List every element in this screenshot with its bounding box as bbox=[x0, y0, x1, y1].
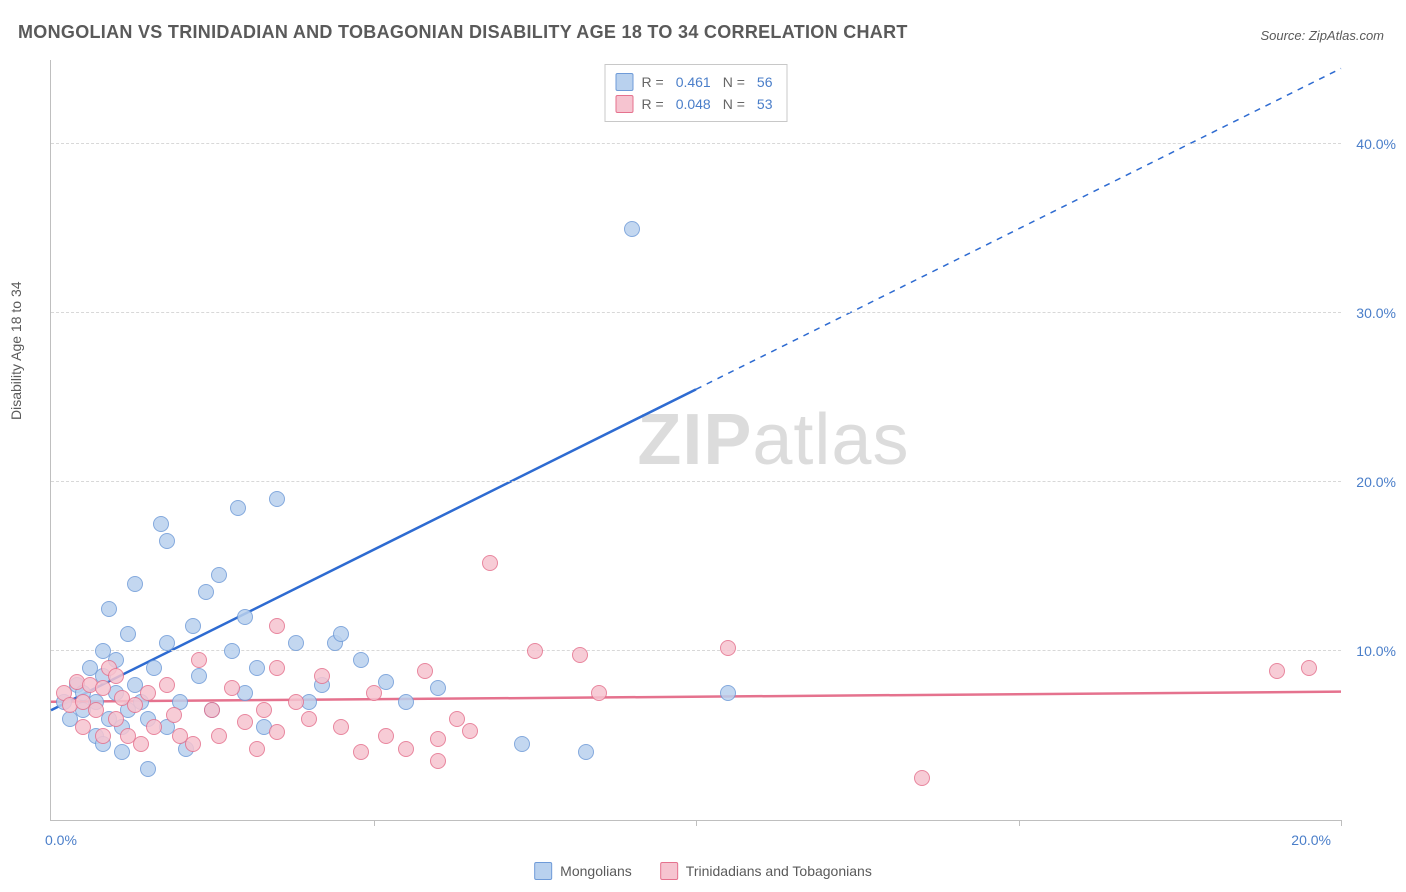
scatter-point bbox=[95, 680, 111, 696]
scatter-point bbox=[237, 609, 253, 625]
scatter-point bbox=[353, 652, 369, 668]
scatter-point bbox=[133, 736, 149, 752]
scatter-point bbox=[333, 626, 349, 642]
scatter-point bbox=[256, 702, 272, 718]
x-tick bbox=[374, 820, 375, 826]
scatter-point bbox=[185, 736, 201, 752]
scatter-point bbox=[314, 668, 330, 684]
gridline bbox=[51, 143, 1341, 144]
scatter-point bbox=[140, 685, 156, 701]
scatter-point bbox=[146, 719, 162, 735]
scatter-point bbox=[572, 647, 588, 663]
series-swatch-icon bbox=[660, 862, 678, 880]
scatter-point bbox=[288, 635, 304, 651]
scatter-point bbox=[191, 652, 207, 668]
y-tick-label: 20.0% bbox=[1356, 474, 1396, 490]
x-axis-max-label: 20.0% bbox=[1291, 832, 1331, 848]
x-axis-min-label: 0.0% bbox=[45, 832, 77, 848]
chart-plot-area: ZIPatlas R = 0.461 N = 56 R = 0.048 N = … bbox=[50, 60, 1341, 821]
scatter-point bbox=[430, 731, 446, 747]
series-swatch-icon bbox=[534, 862, 552, 880]
scatter-point bbox=[75, 719, 91, 735]
scatter-point bbox=[462, 723, 478, 739]
y-tick-label: 30.0% bbox=[1356, 305, 1396, 321]
legend-item-2: Trinidadians and Tobagonians bbox=[660, 862, 872, 880]
scatter-point bbox=[269, 660, 285, 676]
trend-lines-layer bbox=[51, 60, 1341, 820]
x-tick bbox=[1341, 820, 1342, 826]
scatter-point bbox=[191, 668, 207, 684]
scatter-point bbox=[185, 618, 201, 634]
scatter-point bbox=[127, 576, 143, 592]
scatter-point bbox=[249, 741, 265, 757]
scatter-point bbox=[88, 702, 104, 718]
scatter-point bbox=[333, 719, 349, 735]
scatter-point bbox=[482, 555, 498, 571]
scatter-point bbox=[398, 741, 414, 757]
source-attribution: Source: ZipAtlas.com bbox=[1260, 28, 1384, 43]
scatter-point bbox=[120, 626, 136, 642]
scatter-point bbox=[269, 724, 285, 740]
scatter-point bbox=[430, 753, 446, 769]
scatter-point bbox=[224, 680, 240, 696]
scatter-point bbox=[449, 711, 465, 727]
scatter-point bbox=[101, 601, 117, 617]
scatter-point bbox=[166, 707, 182, 723]
scatter-point bbox=[720, 640, 736, 656]
scatter-point bbox=[211, 728, 227, 744]
scatter-point bbox=[269, 491, 285, 507]
scatter-point bbox=[914, 770, 930, 786]
scatter-point bbox=[591, 685, 607, 701]
scatter-point bbox=[249, 660, 265, 676]
scatter-point bbox=[417, 663, 433, 679]
y-axis-label: Disability Age 18 to 34 bbox=[8, 281, 24, 420]
legend-item-1: Mongolians bbox=[534, 862, 632, 880]
scatter-point bbox=[514, 736, 530, 752]
scatter-point bbox=[159, 533, 175, 549]
y-tick-label: 10.0% bbox=[1356, 643, 1396, 659]
scatter-point bbox=[1269, 663, 1285, 679]
scatter-point bbox=[378, 728, 394, 744]
trend-line-extrapolation bbox=[696, 68, 1341, 389]
scatter-point bbox=[224, 643, 240, 659]
scatter-point bbox=[95, 728, 111, 744]
scatter-point bbox=[159, 635, 175, 651]
scatter-point bbox=[378, 674, 394, 690]
scatter-point bbox=[578, 744, 594, 760]
scatter-point bbox=[527, 643, 543, 659]
y-tick-label: 40.0% bbox=[1356, 136, 1396, 152]
chart-container: MONGOLIAN VS TRINIDADIAN AND TOBAGONIAN … bbox=[0, 0, 1406, 892]
scatter-point bbox=[108, 711, 124, 727]
scatter-point bbox=[159, 677, 175, 693]
scatter-point bbox=[146, 660, 162, 676]
scatter-point bbox=[624, 221, 640, 237]
scatter-point bbox=[237, 714, 253, 730]
scatter-point bbox=[198, 584, 214, 600]
scatter-point bbox=[398, 694, 414, 710]
x-tick bbox=[1019, 820, 1020, 826]
scatter-point bbox=[127, 697, 143, 713]
scatter-point bbox=[288, 694, 304, 710]
scatter-point bbox=[269, 618, 285, 634]
scatter-point bbox=[1301, 660, 1317, 676]
scatter-point bbox=[211, 567, 227, 583]
scatter-point bbox=[720, 685, 736, 701]
scatter-point bbox=[204, 702, 220, 718]
gridline bbox=[51, 650, 1341, 651]
scatter-point bbox=[114, 744, 130, 760]
series-legend: Mongolians Trinidadians and Tobagonians bbox=[534, 862, 872, 880]
scatter-point bbox=[230, 500, 246, 516]
scatter-point bbox=[301, 711, 317, 727]
gridline bbox=[51, 481, 1341, 482]
scatter-point bbox=[153, 516, 169, 532]
scatter-point bbox=[140, 761, 156, 777]
scatter-point bbox=[366, 685, 382, 701]
scatter-point bbox=[430, 680, 446, 696]
x-tick bbox=[696, 820, 697, 826]
scatter-point bbox=[353, 744, 369, 760]
gridline bbox=[51, 312, 1341, 313]
chart-title: MONGOLIAN VS TRINIDADIAN AND TOBAGONIAN … bbox=[18, 22, 908, 43]
scatter-point bbox=[108, 668, 124, 684]
